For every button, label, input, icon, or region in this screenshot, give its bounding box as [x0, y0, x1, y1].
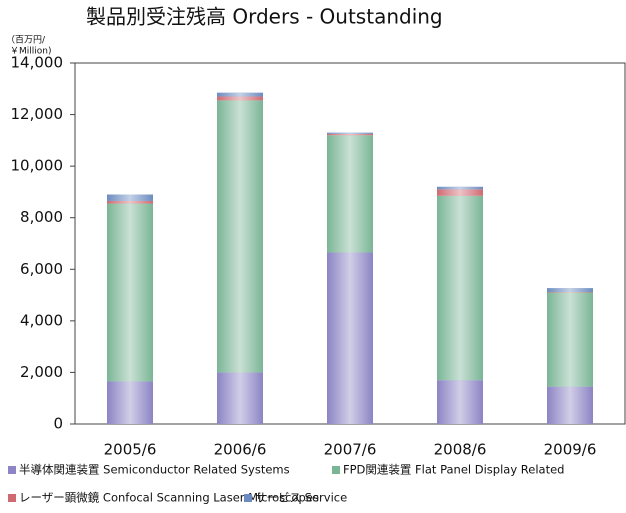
- x-tick-label: 2009/6: [544, 441, 597, 459]
- bar-segment: [437, 189, 483, 196]
- legend-label: サービス Service: [255, 491, 347, 505]
- bar-segment: [437, 195, 483, 381]
- bar-segment: [437, 380, 483, 424]
- bar-segment: [547, 292, 593, 387]
- bar-segment: [217, 372, 263, 424]
- bar-segment: [327, 132, 373, 134]
- bar-segment: [327, 135, 373, 253]
- y-tick-label: 10,000: [11, 157, 64, 175]
- legend-swatch: [244, 494, 252, 502]
- legend-label: 半導体関連装置 Semiconductor Related Systems: [19, 463, 290, 477]
- legend-swatch: [8, 494, 16, 502]
- y-tick-label: 12,000: [11, 105, 64, 123]
- unit-label: （百万円/: [6, 35, 46, 46]
- bar-segment: [327, 133, 373, 136]
- y-tick-label: 4,000: [20, 311, 63, 329]
- bar-segment: [327, 252, 373, 424]
- legend-swatch: [8, 466, 16, 474]
- bar-segment: [107, 203, 153, 382]
- y-tick-label: 8,000: [20, 208, 63, 226]
- x-tick-label: 2005/6: [104, 441, 157, 459]
- bar-segment: [547, 288, 593, 292]
- unit-label: ￥Million): [10, 47, 52, 57]
- x-tick-label: 2008/6: [434, 441, 487, 459]
- legend-label: FPD関連装置 Flat Panel Display Related: [343, 463, 564, 477]
- y-tick-label: 14,000: [11, 54, 64, 72]
- bar-segment: [437, 186, 483, 190]
- x-tick-label: 2006/6: [214, 441, 267, 459]
- y-tick-label: 2,000: [20, 363, 63, 381]
- bar-segment: [107, 381, 153, 424]
- x-tick-label: 2007/6: [324, 441, 377, 459]
- y-tick-label: 6,000: [20, 260, 63, 278]
- bar-segment: [107, 200, 153, 204]
- legend-swatch: [332, 466, 340, 474]
- bar-segment: [217, 96, 263, 101]
- bar-segment: [547, 291, 593, 293]
- bar-segment: [547, 386, 593, 424]
- bar-segment: [217, 92, 263, 97]
- bar-segment: [107, 194, 153, 201]
- legend-label: レーザー顕微鏡 Confocal Scanning Laser Microsco…: [19, 491, 319, 505]
- bar-segment: [217, 100, 263, 373]
- y-tick-label: 0: [53, 415, 63, 433]
- chart-title: 製品別受注残高 Orders - Outstanding: [86, 5, 443, 29]
